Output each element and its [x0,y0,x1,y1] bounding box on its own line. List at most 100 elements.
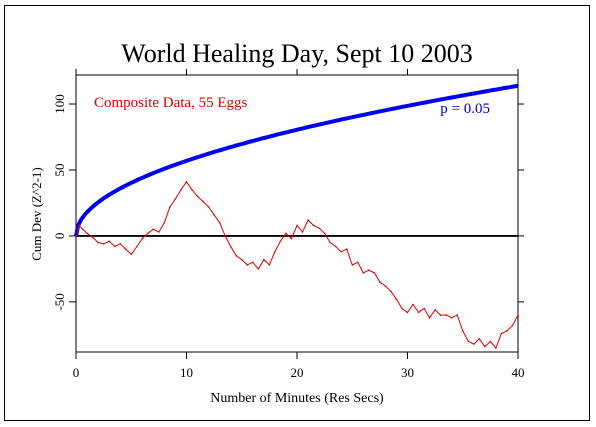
data-point [124,248,127,250]
data-point [102,243,105,245]
y-tick-label: 100 [52,94,67,114]
data-point [108,240,110,242]
data-point [357,261,359,264]
data-point [395,298,398,301]
data-point [213,214,215,216]
data-point [285,232,287,235]
p-0.05-envelope-curve [74,83,519,237]
data-point [462,330,464,332]
data-point [500,332,503,335]
y-tick-label: 50 [52,163,67,176]
data-point [246,264,249,266]
x-tick-label: 30 [401,365,414,380]
data-point [75,235,77,237]
data-point [368,269,370,272]
data-point [224,235,226,237]
data-point [434,309,436,311]
data-point [119,243,121,245]
data-point [113,245,116,248]
data-point [340,251,343,253]
data-point [136,245,138,248]
data-point [274,251,276,253]
data-point [158,231,160,233]
data-point [478,338,481,340]
data-point [218,221,221,224]
data-point [207,206,210,208]
y-tick-label: 0 [52,233,67,240]
data-point [401,307,403,310]
data-point [290,237,293,240]
data-point [456,314,459,316]
data-point [241,258,243,261]
x-tick-label: 20 [291,365,304,380]
data-point [384,285,387,287]
data-point [152,228,155,231]
data-point [229,245,232,248]
data-point [495,347,497,349]
x-tick-label: 0 [73,365,80,380]
data-point [351,264,354,266]
data-point [191,189,193,191]
data-point [169,206,171,208]
data-point [196,195,199,198]
p-value-annotation: p = 0.05 [440,101,490,117]
data-point [130,253,133,256]
y-axis-label: Cum Dev (Z^2-1) [29,167,44,260]
y-tick-label: -50 [52,293,67,310]
data-point [97,241,99,244]
data-point [147,232,149,235]
data-point [174,198,177,200]
data-point [202,200,204,203]
data-point [379,281,381,283]
x-axis: 0 10 20 30 40 [73,69,525,380]
x-axis-label: Number of Minutes (Res Secs) [210,391,384,406]
data-point [318,227,320,229]
x-tick-label: 40 [512,365,525,380]
data-point [163,221,166,224]
data-point [141,237,144,240]
data-point [517,314,519,316]
data-point [484,345,486,348]
data-point [390,290,392,293]
data-point [235,254,237,257]
data-point [439,314,442,316]
data-point [279,240,282,242]
data-point [412,303,414,306]
data-point [373,272,376,274]
data-point [86,232,88,235]
data-point [345,248,348,250]
data-point [312,224,315,227]
composite-data-annotation: Composite Data, 55 Eggs [94,95,247,111]
data-point [467,340,470,343]
data-point [450,316,453,319]
data-point [445,314,448,316]
data-point [81,228,84,231]
data-point [334,245,337,248]
data-point [511,324,514,327]
data-point [263,258,265,261]
data-point [252,261,254,264]
data-point [296,224,298,227]
x-tick-label: 10 [180,365,193,380]
data-point [268,264,271,266]
data-point [473,343,475,345]
composite-data-points [75,181,519,349]
data-point [506,330,508,332]
composite-data-line [75,180,519,349]
data-point [185,181,188,183]
data-point [406,311,409,314]
data-point [180,189,182,191]
data-point [329,241,331,244]
data-point [362,272,365,274]
data-point [91,236,94,238]
data-point [257,268,260,270]
data-point [323,232,326,235]
data-point [417,311,420,314]
data-point [489,340,492,343]
data-point [428,316,431,319]
data-point [301,231,304,233]
data-point [307,219,309,221]
data-point [78,224,81,227]
data-point [423,307,425,310]
